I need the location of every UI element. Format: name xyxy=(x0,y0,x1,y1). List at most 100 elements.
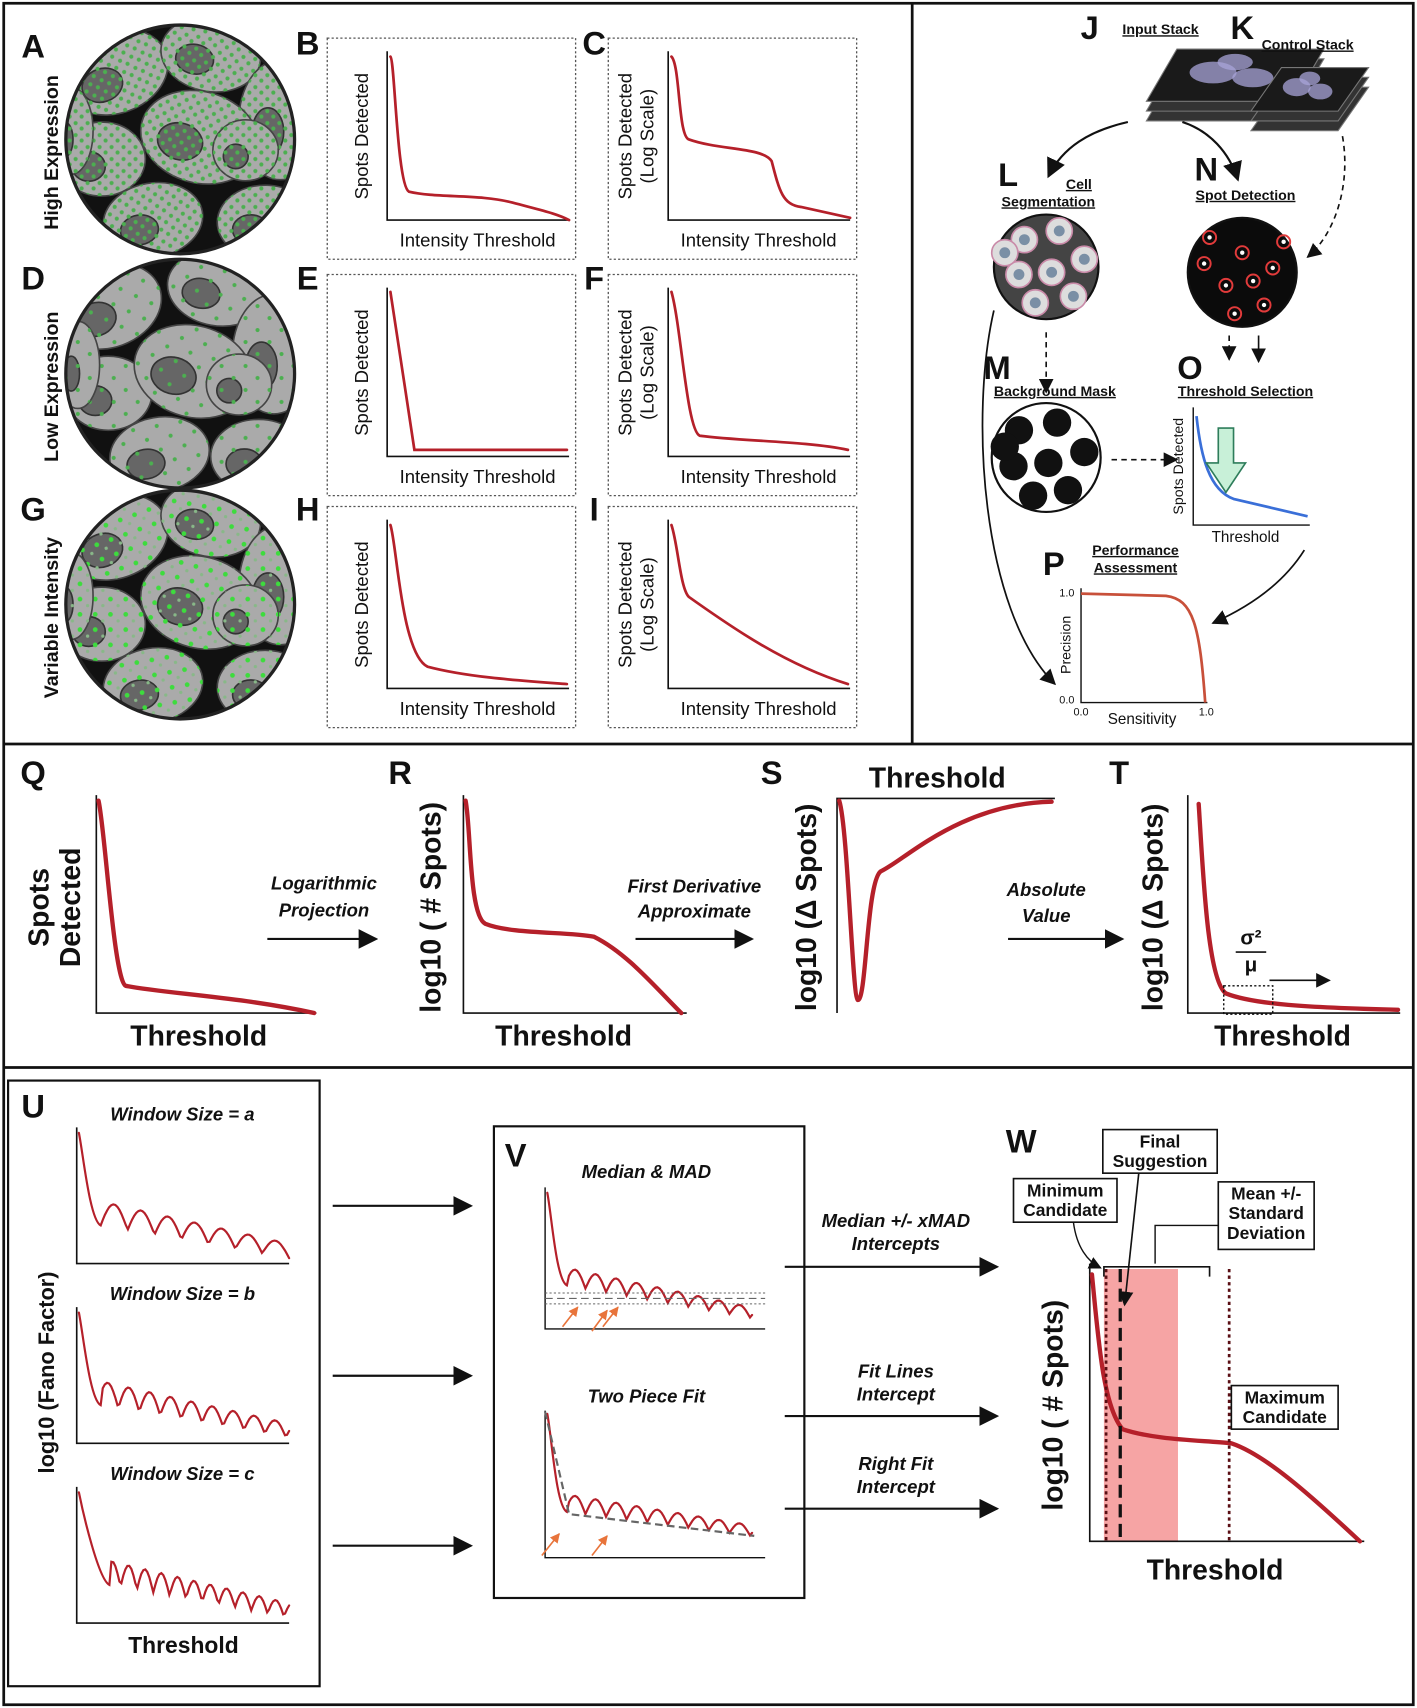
step-label: Assessment xyxy=(1094,560,1178,576)
segmented-nucleus xyxy=(999,247,1011,259)
stack-cell xyxy=(1308,83,1333,100)
spot-ring xyxy=(1265,260,1281,276)
callout-box xyxy=(1230,1384,1339,1430)
curve xyxy=(837,798,1054,1003)
method-label: Intercepts xyxy=(852,1233,940,1254)
panel-box xyxy=(6,1079,321,1688)
axes xyxy=(667,51,851,221)
tick-label: 0.0 xyxy=(1073,706,1088,718)
callout-text: Final xyxy=(1140,1131,1181,1151)
axes xyxy=(836,797,1055,1014)
plot-frame xyxy=(326,273,577,497)
curve xyxy=(670,290,850,452)
curve xyxy=(546,1412,754,1538)
mask-blob xyxy=(1018,481,1048,510)
panel-letter: P xyxy=(1043,545,1065,582)
intercept-arrow xyxy=(591,1309,608,1332)
method-title: Median & MAD xyxy=(582,1161,712,1182)
mask-blob xyxy=(1053,476,1083,505)
callout-box xyxy=(1217,1181,1315,1251)
panel-letter: B xyxy=(296,24,320,61)
x-axis-label: Intensity Threshold xyxy=(681,466,837,487)
x-axis-label: Threshold xyxy=(495,1021,632,1053)
step-label: Control Stack xyxy=(1262,37,1354,53)
y-axis-label: log10 ( # Spots) xyxy=(1037,1300,1069,1511)
field-outline xyxy=(64,488,297,721)
curve xyxy=(77,1491,291,1616)
axes xyxy=(95,795,317,1014)
spots xyxy=(212,119,279,181)
y-axis-label: Spots Detected xyxy=(615,541,636,668)
bracket xyxy=(1103,1266,1211,1277)
spots xyxy=(66,552,94,640)
curve xyxy=(389,290,569,452)
spots xyxy=(217,185,294,253)
y-axis-label: (Log Scale) xyxy=(636,325,657,420)
panel-letter: H xyxy=(296,491,320,528)
panel-letter: I xyxy=(590,491,599,528)
curve xyxy=(77,1131,291,1260)
panel-letter: R xyxy=(388,754,412,791)
axes xyxy=(462,795,687,1014)
stack-cell xyxy=(1232,68,1274,88)
axes xyxy=(1088,1263,1365,1543)
plot-frame xyxy=(607,505,858,729)
panel-letter: F xyxy=(584,260,604,297)
callout-text: Maximum xyxy=(1245,1387,1325,1407)
spots xyxy=(109,416,210,487)
y-axis-label: log10 (Δ Spots) xyxy=(1138,804,1170,1012)
x-axis-label: Intensity Threshold xyxy=(400,230,556,251)
arrow xyxy=(1118,1173,1140,1307)
panel-letter: G xyxy=(20,491,45,528)
panel-letter: E xyxy=(297,260,319,297)
callout-text: Minimum xyxy=(1027,1180,1103,1200)
callout-text: Suggestion xyxy=(1113,1151,1208,1171)
y-axis-label: Spots xyxy=(23,868,55,947)
curve xyxy=(670,55,852,220)
arrow xyxy=(1211,549,1306,625)
step-label: First Derivative xyxy=(627,876,761,897)
curve xyxy=(1081,592,1207,703)
y-axis-label: Spots Detected xyxy=(351,73,372,199)
spot-ring xyxy=(1227,306,1243,322)
plot-frame xyxy=(326,37,577,260)
spot xyxy=(1261,302,1267,308)
y-axis-label: Precision xyxy=(1059,616,1075,674)
tick-label: 1.0 xyxy=(1059,588,1074,600)
curve xyxy=(1195,415,1308,518)
callout-text: Deviation xyxy=(1227,1223,1305,1243)
fraction-bottom: μ xyxy=(1245,954,1258,977)
panel-letter: C xyxy=(582,24,606,61)
spots xyxy=(217,650,294,718)
spot-ring xyxy=(1234,245,1250,261)
cells xyxy=(66,260,294,487)
spots xyxy=(212,584,279,646)
mask-blob xyxy=(990,432,1019,461)
segmented-nucleus xyxy=(1046,266,1058,278)
step-label: Cell xyxy=(1066,177,1092,193)
x-axis-label: Threshold xyxy=(130,1021,267,1053)
row-label: Low Expression xyxy=(41,312,63,462)
step-label: Projection xyxy=(279,900,369,921)
x-axis-label: Intensity Threshold xyxy=(400,698,556,719)
cells xyxy=(66,26,294,253)
segmented-nucleus xyxy=(1078,253,1090,265)
method-label: Intercept xyxy=(857,1476,936,1497)
segmented-nucleus xyxy=(1013,269,1025,280)
axes xyxy=(386,287,570,458)
axes xyxy=(75,1486,290,1624)
spot-ring xyxy=(1256,297,1272,313)
x-axis-label: Intensity Threshold xyxy=(400,466,556,487)
cells xyxy=(66,491,294,718)
spot xyxy=(1223,283,1229,288)
segmented-nucleus xyxy=(1029,297,1041,309)
panel-letter: N xyxy=(1195,151,1219,188)
spots xyxy=(103,647,203,718)
step-label: Spot Detection xyxy=(1196,188,1296,204)
method-label: Intercept xyxy=(857,1383,936,1404)
panel-letter: K xyxy=(1230,9,1254,46)
spot-ring xyxy=(1202,229,1218,245)
y-axis-label: Spots Detected xyxy=(615,309,636,436)
step-label: Performance xyxy=(1092,543,1179,559)
spot xyxy=(1232,311,1237,316)
